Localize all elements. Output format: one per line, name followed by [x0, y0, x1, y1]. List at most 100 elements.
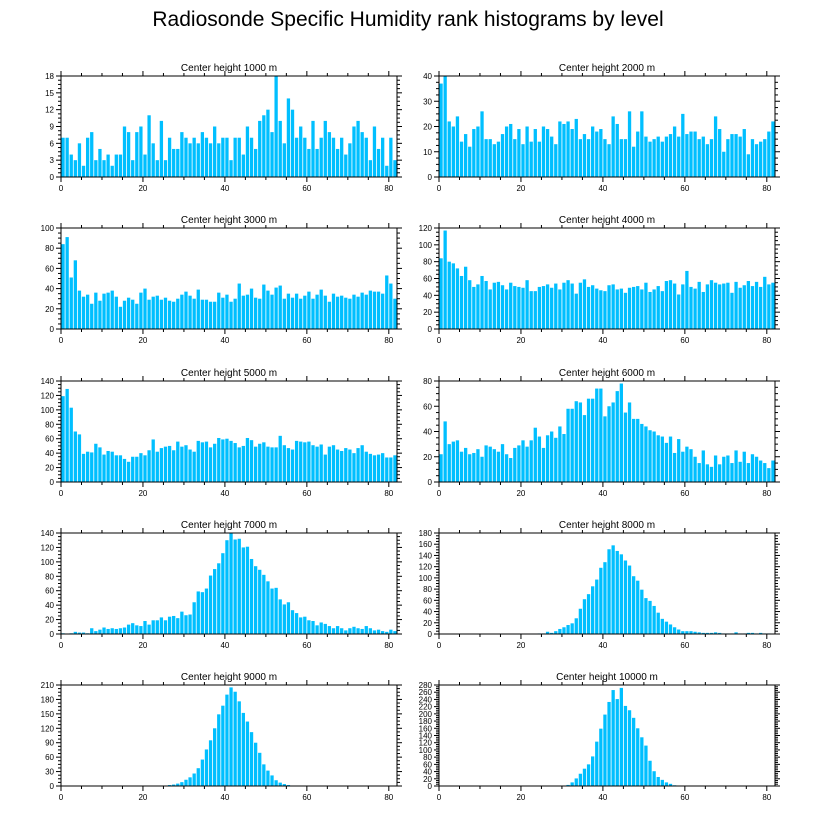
- bar: [266, 290, 270, 329]
- bar: [131, 299, 135, 329]
- bar: [77, 143, 82, 177]
- bar: [439, 83, 443, 177]
- bar: [566, 121, 570, 177]
- bar: [151, 296, 155, 329]
- bar: [393, 631, 397, 634]
- bar: [73, 431, 77, 482]
- bar: [319, 289, 323, 329]
- bar: [611, 116, 615, 177]
- bar: [595, 388, 599, 482]
- bar: [656, 776, 660, 786]
- bar: [192, 451, 196, 482]
- bar: [221, 705, 225, 786]
- panel-frame: [438, 684, 776, 787]
- panel-title: Center height 9000 m: [181, 672, 277, 683]
- bar: [607, 406, 611, 482]
- panel-frame: [60, 684, 398, 787]
- bar: [282, 604, 286, 634]
- y-tick-label: 20: [423, 453, 432, 462]
- y-tick-label: 30: [423, 97, 432, 106]
- bar: [701, 291, 705, 329]
- bar: [582, 768, 587, 786]
- bar: [742, 451, 746, 482]
- bar: [233, 539, 237, 634]
- bar: [595, 741, 599, 786]
- bar: [184, 615, 188, 634]
- bar: [533, 291, 537, 330]
- x-tick-label: 40: [598, 641, 607, 650]
- bar: [102, 293, 106, 329]
- bar: [734, 281, 738, 329]
- y-tick-label: 40: [423, 768, 432, 777]
- bar: [648, 141, 652, 177]
- bar: [578, 773, 583, 786]
- bar: [652, 605, 656, 634]
- bar: [106, 292, 110, 329]
- bar: [759, 286, 763, 329]
- x-tick-label: 60: [302, 336, 311, 345]
- bar: [299, 617, 303, 634]
- y-tick-label: 200: [419, 710, 433, 719]
- x-tick-label: 40: [598, 793, 607, 802]
- bar: [504, 454, 509, 482]
- y-tick-label: 40: [45, 601, 54, 610]
- panel-title: Center height 8000 m: [559, 520, 655, 531]
- bar: [558, 289, 562, 329]
- bar: [356, 120, 360, 177]
- bar: [631, 717, 636, 786]
- bar: [574, 401, 578, 482]
- bar: [323, 120, 327, 177]
- bar: [636, 728, 640, 786]
- bar: [126, 624, 131, 634]
- panel-title: Center height 7000 m: [181, 520, 277, 531]
- bar: [701, 632, 705, 634]
- y-tick-label: 120: [41, 543, 55, 552]
- bar: [509, 282, 513, 329]
- bar: [163, 297, 168, 329]
- bar: [595, 579, 599, 634]
- bar: [294, 293, 299, 329]
- bar: [163, 446, 168, 482]
- y-tick-label: 0: [428, 173, 433, 182]
- bar: [208, 740, 213, 786]
- y-tick-label: 140: [419, 551, 433, 560]
- bar: [603, 139, 607, 178]
- bar: [98, 300, 102, 329]
- y-tick-label: 60: [423, 596, 432, 605]
- bar: [451, 126, 455, 177]
- bar: [586, 594, 591, 634]
- panel-title: Center height 6000 m: [559, 368, 655, 379]
- bar: [73, 631, 77, 634]
- bar: [582, 134, 587, 177]
- bar: [681, 631, 685, 634]
- bar: [652, 431, 656, 482]
- bar: [730, 463, 734, 482]
- bar: [184, 137, 188, 177]
- bar: [143, 455, 147, 482]
- y-tick-label: 100: [419, 574, 433, 583]
- bar: [558, 628, 562, 634]
- bar: [286, 293, 291, 329]
- y-tick-label: 30: [45, 768, 54, 777]
- bar: [155, 295, 159, 329]
- bar: [504, 126, 509, 177]
- bar: [562, 282, 566, 329]
- y-tick-label: 40: [423, 608, 432, 617]
- x-tick-label: 0: [437, 184, 442, 193]
- bar: [718, 632, 722, 634]
- bar: [217, 714, 221, 786]
- bar: [225, 294, 229, 329]
- bar: [668, 436, 673, 482]
- bar: [208, 301, 213, 329]
- x-tick-label: 0: [437, 336, 442, 345]
- bar: [335, 148, 340, 177]
- bar: [611, 545, 615, 634]
- x-tick-label: 40: [220, 184, 229, 193]
- bar: [94, 443, 98, 482]
- x-tick-label: 20: [516, 641, 525, 650]
- bar: [286, 602, 291, 634]
- bar: [746, 281, 751, 329]
- bar: [135, 625, 139, 634]
- bar: [110, 628, 114, 634]
- panel-6: Center height 6000 m 0 20 40 60 80 0 20 40 60 80: [423, 368, 780, 498]
